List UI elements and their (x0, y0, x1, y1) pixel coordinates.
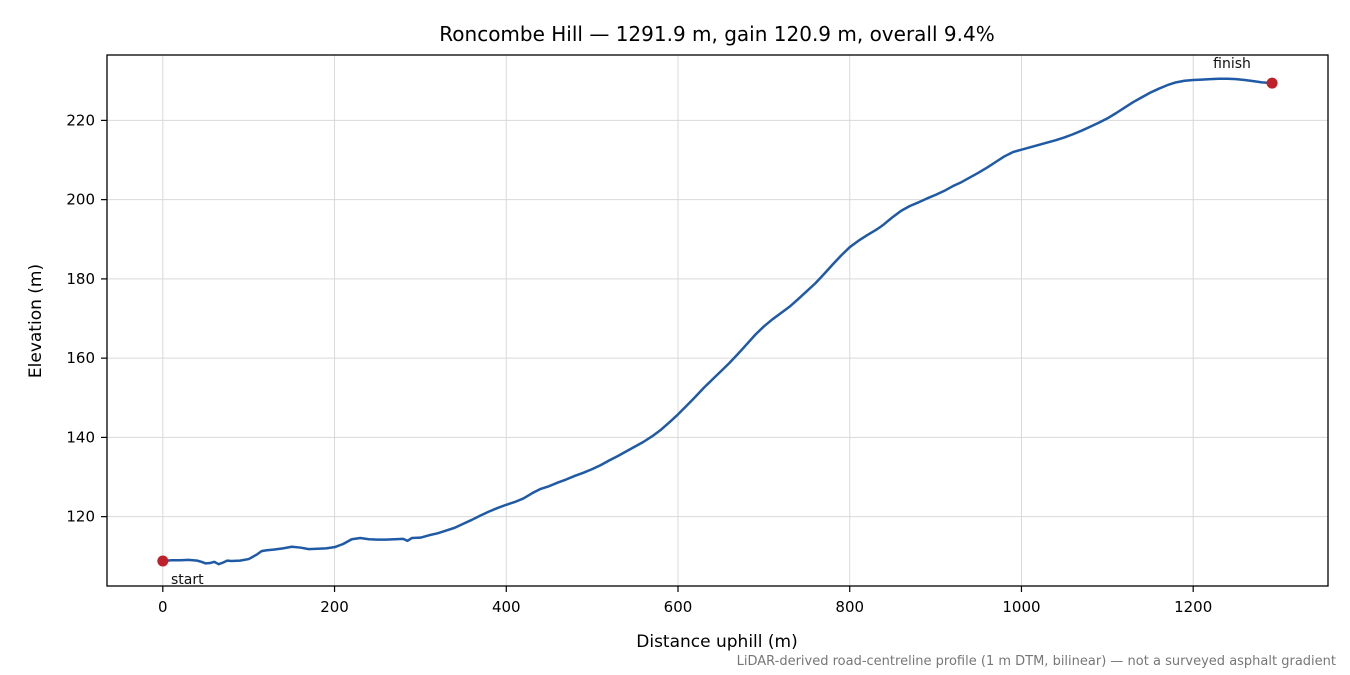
data-source-footnote: LiDAR-derived road-centreline profile (1… (737, 654, 1336, 669)
x-tick-label: 1000 (1002, 598, 1040, 616)
x-tick-label: 400 (492, 598, 521, 616)
finish-marker (1266, 77, 1278, 89)
elevation-profile-line (161, 77, 1274, 566)
x-tick-label: 1200 (1174, 598, 1212, 616)
start-marker (157, 555, 169, 567)
x-axis-ticks: 0 200 400 600 800 1000 1200 (158, 586, 1212, 616)
y-tick-label: 220 (66, 111, 95, 129)
y-tick-label: 160 (66, 349, 95, 367)
x-tick-label: 200 (320, 598, 349, 616)
y-axis-ticks: 120 140 160 180 200 220 (66, 111, 107, 526)
x-axis-label: Distance uphill (m) (636, 632, 797, 652)
y-tick-label: 200 (66, 191, 95, 209)
start-annotation: start (171, 572, 204, 588)
x-tick-label: 0 (158, 598, 168, 616)
y-tick-label: 180 (66, 270, 95, 288)
grid-lines (107, 55, 1328, 586)
x-tick-label: 600 (664, 598, 693, 616)
series-layer (161, 77, 1274, 566)
y-tick-label: 120 (66, 508, 95, 526)
y-tick-label: 140 (66, 428, 95, 446)
plot-frame (106, 54, 1329, 587)
chart-title: Roncombe Hill — 1291.9 m, gain 120.9 m, … (439, 22, 994, 46)
x-tick-label: 800 (835, 598, 864, 616)
y-axis-label: Elevation (m) (26, 264, 46, 378)
finish-annotation: finish (1213, 56, 1251, 72)
